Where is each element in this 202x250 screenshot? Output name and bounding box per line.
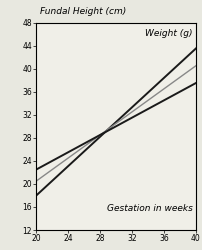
Text: Weight (g): Weight (g) [145,29,193,38]
Text: Gestation in weeks: Gestation in weeks [107,204,193,214]
Text: Fundal Height (cm): Fundal Height (cm) [40,7,126,16]
